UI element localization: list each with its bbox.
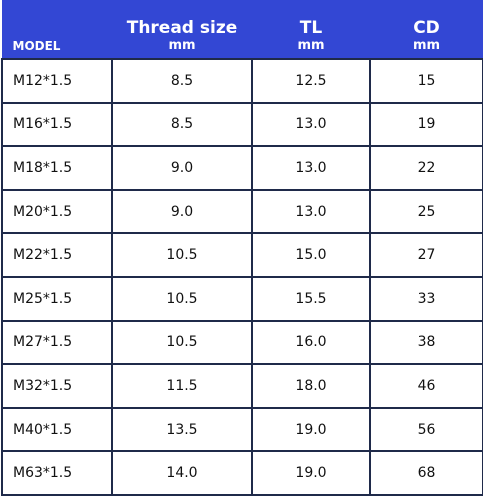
table-cell: 10.5 xyxy=(111,232,253,278)
column-name: TL xyxy=(299,18,323,38)
column-unit: mm xyxy=(412,38,441,53)
table-cell: M25*1.5 xyxy=(1,275,113,322)
column-unit: mm xyxy=(168,38,196,53)
table-cell: 11.5 xyxy=(111,363,253,409)
header-cell: MODEL xyxy=(1,0,113,60)
table-cell: M18*1.5 xyxy=(1,145,113,191)
table-cell: M40*1.5 xyxy=(1,406,113,453)
header-cell: Thread size mm xyxy=(111,0,253,60)
table-row: M20*1.5 9.0 13.0 25 xyxy=(1,188,483,235)
table-cell: M12*1.5 xyxy=(1,58,113,104)
table-row: M22*1.5 10.5 15.0 27 xyxy=(1,232,483,278)
table-cell: M27*1.5 xyxy=(1,319,113,366)
table-cell: 22 xyxy=(369,145,483,191)
table-cell: 9.0 xyxy=(111,145,253,191)
table-cell: 19.0 xyxy=(251,450,371,496)
table-cell: 16.0 xyxy=(251,319,371,366)
header-cell: TL mm xyxy=(251,0,371,60)
column-name: CD xyxy=(413,18,440,38)
table-cell: 15 xyxy=(369,58,483,104)
table-cell: 14.0 xyxy=(111,450,253,496)
table-cell: 8.5 xyxy=(111,58,253,104)
table-cell: 19 xyxy=(369,101,483,148)
table-cell: 27 xyxy=(369,232,483,278)
table-cell: 15.0 xyxy=(251,232,371,278)
table-cell: M22*1.5 xyxy=(1,232,113,278)
table-row: M63*1.5 14.0 19.0 68 xyxy=(1,450,483,496)
table-cell: 56 xyxy=(369,406,483,453)
table-cell: 8.5 xyxy=(111,101,253,148)
table-cell: 68 xyxy=(369,450,483,496)
table-cell: 38 xyxy=(369,319,483,366)
table-row: M32*1.5 11.5 18.0 46 xyxy=(1,363,483,409)
table-cell: 13.5 xyxy=(111,406,253,453)
table-cell: 13.0 xyxy=(251,101,371,148)
table-row: M16*1.5 8.5 13.0 19 xyxy=(1,101,483,148)
table-cell: 13.0 xyxy=(251,145,371,191)
table-cell: M63*1.5 xyxy=(1,450,113,496)
header-cell: CD mm xyxy=(369,0,483,60)
table-cell: 9.0 xyxy=(111,188,253,235)
table-cell: 10.5 xyxy=(111,319,253,366)
table-row: M18*1.5 9.0 13.0 22 xyxy=(1,145,483,191)
table-cell: 12.5 xyxy=(251,58,371,104)
column-unit: mm xyxy=(297,38,325,53)
table-cell: 19.0 xyxy=(251,406,371,453)
table-cell: 10.5 xyxy=(111,275,253,322)
table-cell: M32*1.5 xyxy=(1,363,113,409)
table-cell: 15.5 xyxy=(251,275,371,322)
table-cell: 33 xyxy=(369,275,483,322)
table-cell: M20*1.5 xyxy=(1,188,113,235)
table-row: M12*1.5 8.5 12.5 15 xyxy=(1,58,483,104)
table-row: M25*1.5 10.5 15.5 33 xyxy=(1,275,483,322)
header-row: MODEL Thread size mm TL mm CD mm xyxy=(1,0,483,60)
table-cell: 13.0 xyxy=(251,188,371,235)
table-row: M27*1.5 10.5 16.0 38 xyxy=(1,319,483,366)
column-name: Thread size xyxy=(126,18,238,38)
table-cell: 46 xyxy=(369,363,483,409)
table-cell: 25 xyxy=(369,188,483,235)
table-cell: M16*1.5 xyxy=(1,101,113,148)
table-cell: 18.0 xyxy=(251,363,371,409)
table-row: M40*1.5 13.5 19.0 56 xyxy=(1,406,483,453)
table-header: MODEL Thread size mm TL mm CD mm xyxy=(1,0,483,60)
table-body: M12*1.5 8.5 12.5 15 M16*1.5 8.5 13.0 19 M18*1.5 9… xyxy=(1,58,483,496)
